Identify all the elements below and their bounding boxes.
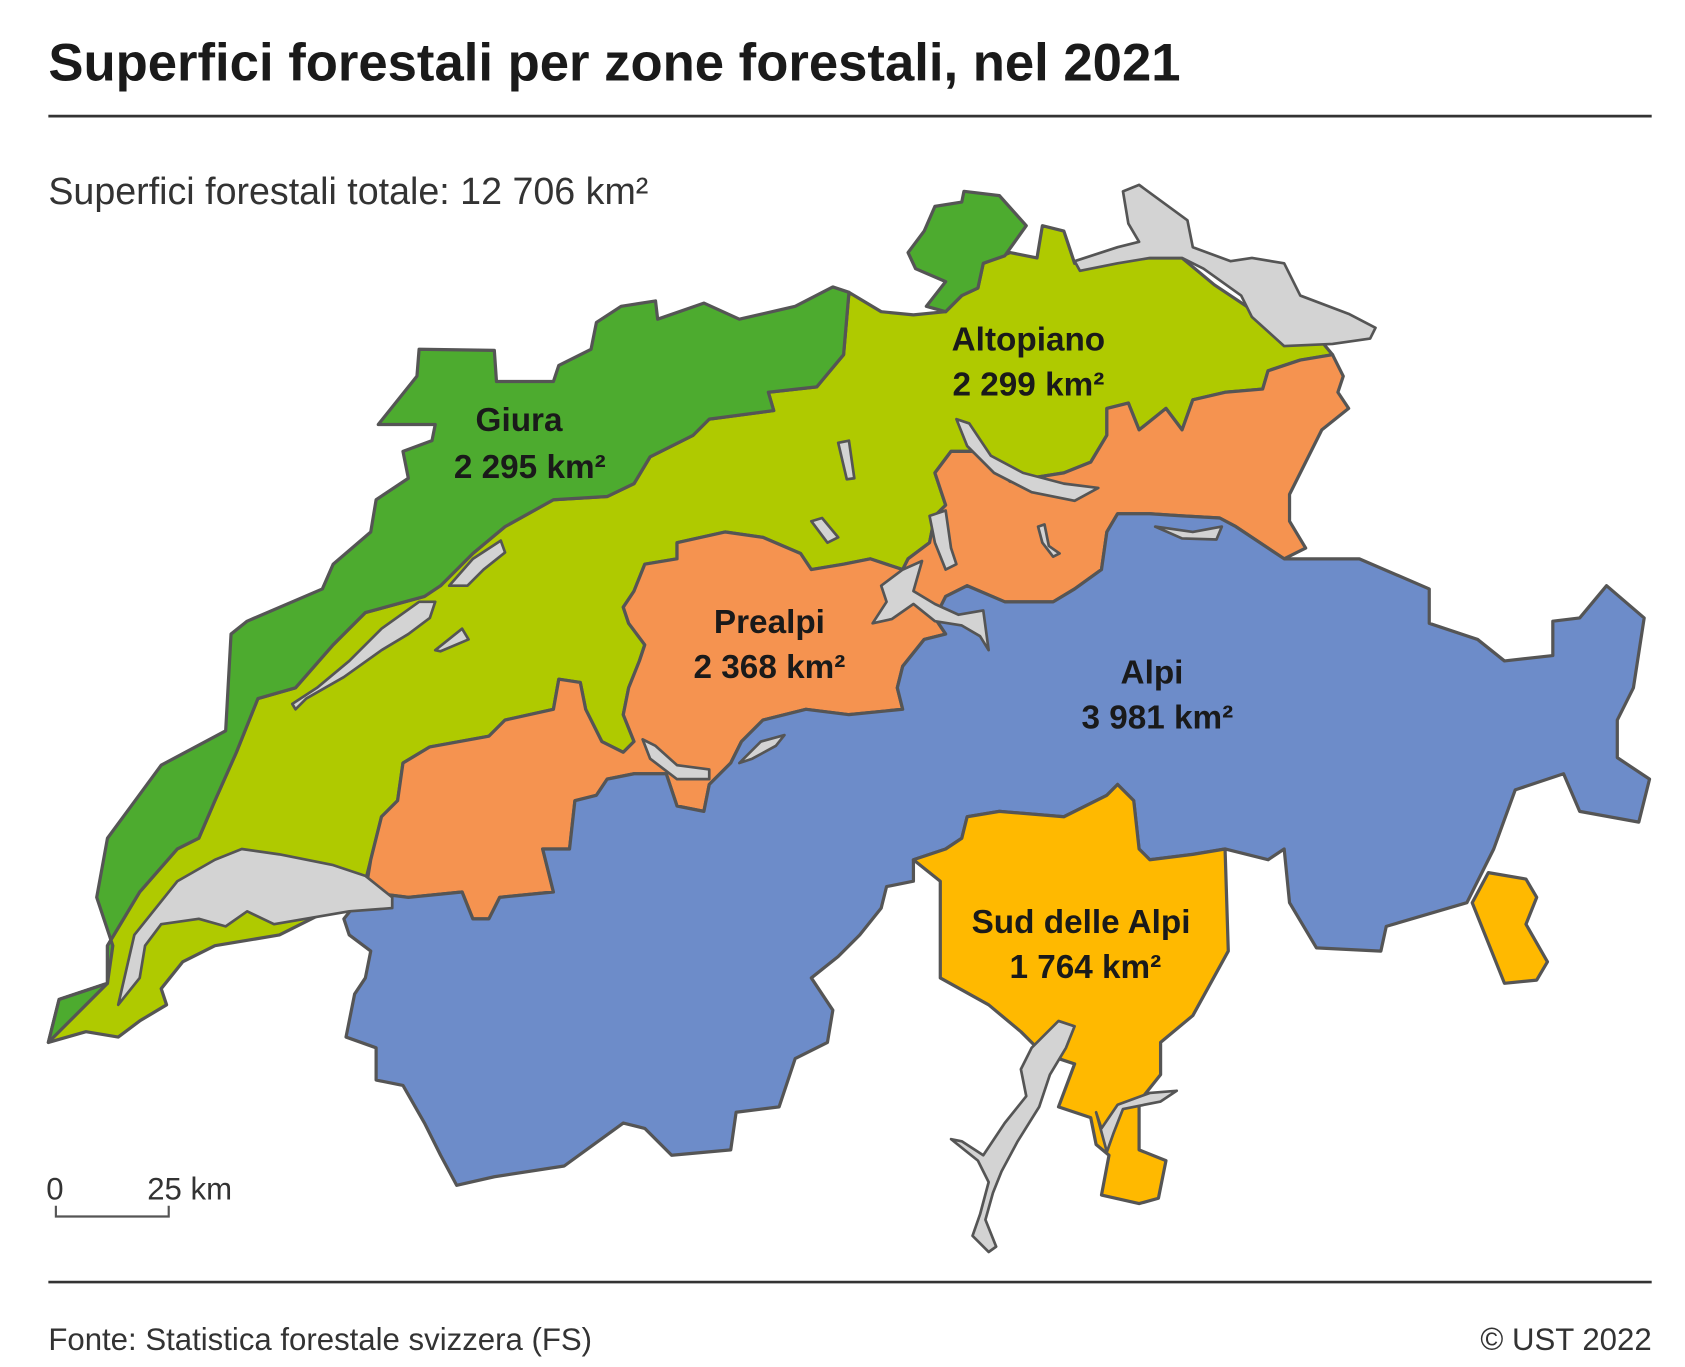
- lake-sempach: [836, 439, 856, 481]
- lake-brienz: [737, 733, 786, 765]
- label-prealpi-value: 2 368 km²: [694, 649, 846, 686]
- lake-greifensee: [1036, 523, 1061, 559]
- label-prealpi-name: Prealpi: [714, 604, 825, 641]
- source-note: Fonte: Statistica forestale svizzera (FS…: [48, 1322, 592, 1357]
- lake-zurich: [955, 417, 1100, 503]
- label-giura-name: Giura: [476, 402, 563, 439]
- subtitle: Superfici forestali totale: 12 706 km²: [48, 170, 648, 212]
- scale-bar-end: 25 km: [147, 1171, 232, 1206]
- scale-bar-start: 0: [46, 1171, 63, 1206]
- zone-sud-delle-alpi-poschiavo: [1470, 871, 1550, 985]
- label-altopiano-name: Altopiano: [952, 321, 1106, 358]
- lake-maggiore: [949, 1019, 1076, 1254]
- lakes: [116, 183, 1377, 1254]
- lake-biel: [447, 539, 507, 588]
- zone-giura: [46, 285, 851, 1045]
- label-alpi-name: Alpi: [1121, 655, 1184, 692]
- label-alpi-value: 3 981 km²: [1081, 700, 1233, 737]
- scale-bar: 0 25 km: [46, 1171, 232, 1218]
- label-altopiano-value: 2 299 km²: [953, 367, 1105, 404]
- lake-constance: [1073, 183, 1377, 348]
- label-sud-delle-alpi-value: 1 764 km²: [1009, 949, 1161, 986]
- label-sud-delle-alpi-name: Sud delle Alpi: [972, 904, 1191, 941]
- lake-small: [809, 516, 840, 545]
- scale-bar-line: [54, 1205, 170, 1218]
- zone-alpi: [342, 512, 1652, 1187]
- zone-giura-schaffhausen: [906, 189, 1028, 314]
- lake-lugano: [1094, 1089, 1179, 1154]
- lake-geneva: [116, 847, 394, 1007]
- copyright: © UST 2022: [1480, 1322, 1651, 1357]
- label-giura-value: 2 295 km²: [454, 449, 606, 486]
- lake-murten: [433, 627, 470, 653]
- lake-lucerne: [871, 559, 990, 652]
- lake-neuchatel: [290, 600, 437, 711]
- lake-zug: [928, 509, 958, 571]
- lake-walensee: [1153, 525, 1224, 541]
- lake-thun: [641, 738, 711, 781]
- page-title: Superfici forestali per zone forestali, …: [48, 34, 1180, 93]
